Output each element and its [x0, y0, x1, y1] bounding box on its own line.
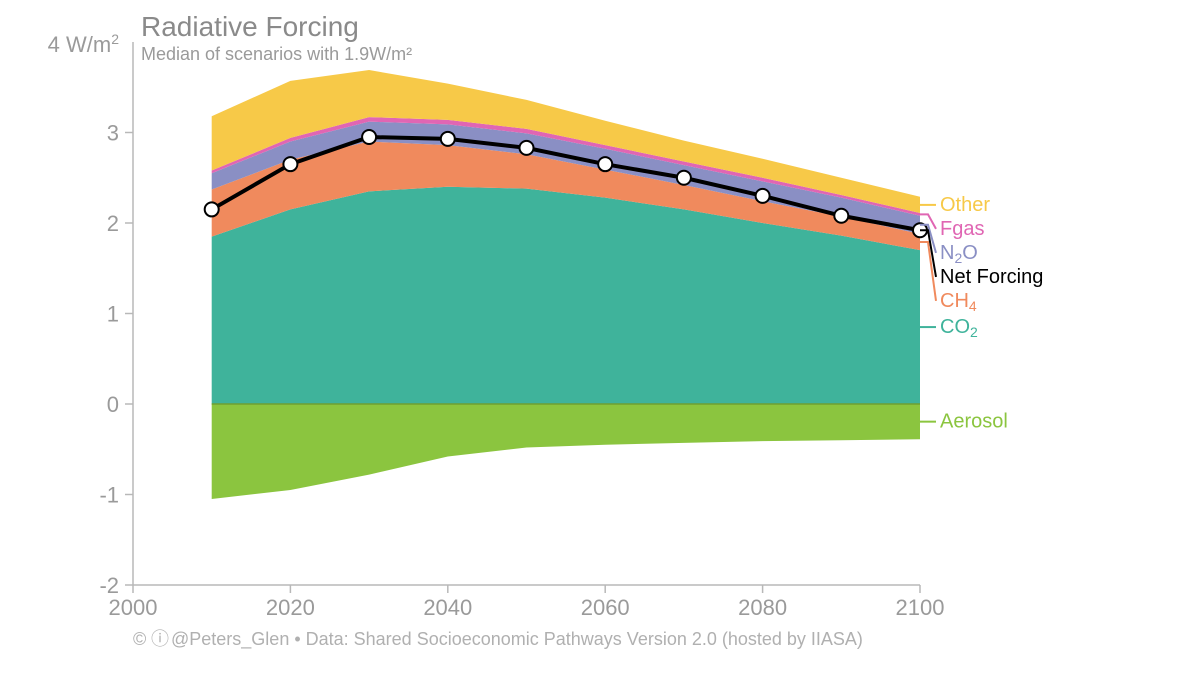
- x-tick-label: 2040: [423, 595, 472, 620]
- net-forcing-marker: [283, 157, 297, 171]
- net-forcing-marker: [756, 189, 770, 203]
- y-tick-label: 3: [107, 121, 119, 146]
- legend-leader-ch4: [920, 242, 936, 301]
- y-tick-label: 2: [107, 211, 119, 236]
- y-tick-label: -1: [99, 483, 119, 508]
- attribution: ©ⓘ@Peters_Glen • Data: Shared Socioecono…: [133, 629, 863, 650]
- y-axis-unit: 4 W/m2: [48, 31, 120, 57]
- legend-label-co2: CO2: [940, 316, 978, 340]
- legend-label-aerosol: Aerosol: [940, 411, 1008, 433]
- net-forcing-marker: [520, 141, 534, 155]
- cc-icon: ⓘ: [151, 629, 169, 649]
- legend-label-n2o: N2O: [940, 242, 978, 266]
- attribution-text: @Peters_Glen • Data: Shared Socioeconomi…: [171, 629, 863, 650]
- cc-icon: ©: [133, 629, 146, 649]
- net-forcing-marker: [598, 157, 612, 171]
- x-tick-label: 2060: [581, 595, 630, 620]
- net-forcing-marker: [441, 132, 455, 146]
- net-forcing-marker: [362, 130, 376, 144]
- x-tick-label: 2020: [266, 595, 315, 620]
- x-tick-label: 2000: [109, 595, 158, 620]
- net-forcing-marker: [677, 171, 691, 185]
- y-tick-label: 0: [107, 392, 119, 417]
- legend-label-net: Net Forcing: [940, 266, 1043, 288]
- legend-label-fgas: Fgas: [940, 218, 984, 240]
- legend-label-ch4: CH4: [940, 290, 977, 314]
- x-tick-label: 2080: [738, 595, 787, 620]
- y-tick-label: 1: [107, 302, 119, 327]
- area-aerosol: [212, 404, 920, 499]
- chart-title: Radiative Forcing: [141, 11, 359, 42]
- chart-subtitle: Median of scenarios with 1.9W/m²: [141, 44, 412, 64]
- legend-label-other: Other: [940, 194, 990, 216]
- chart-container: -2-101232000202020402060208021004 W/m2Ra…: [0, 0, 1200, 675]
- chart-svg: -2-101232000202020402060208021004 W/m2Ra…: [0, 0, 1200, 675]
- net-forcing-marker: [205, 202, 219, 216]
- x-tick-label: 2100: [896, 595, 945, 620]
- net-forcing-marker: [834, 209, 848, 223]
